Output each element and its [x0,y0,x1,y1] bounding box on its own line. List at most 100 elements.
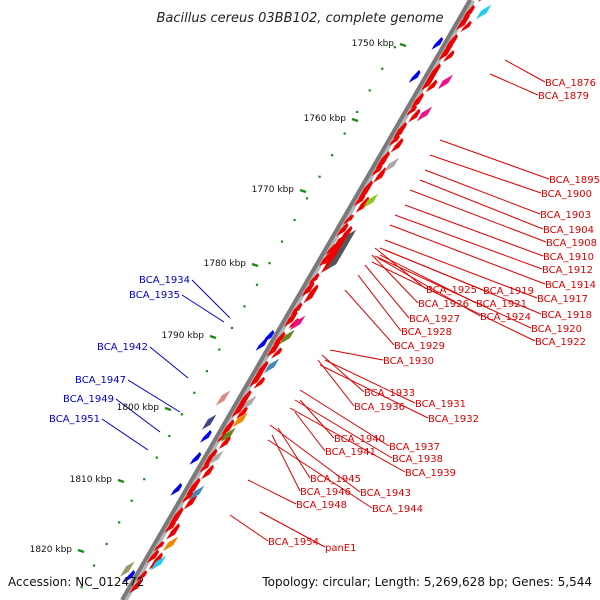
kbp-tick-label: 1760 kbp [304,114,347,124]
gene-labels: BCA_1934 BCA_1935 BCA_1942 BCA_1947 BCA_1949… [49,78,600,554]
kbp-tick-mark [164,406,172,412]
reverse-gene-arrow [153,541,165,552]
reverse-gene-label: BCA_1954 [268,537,319,548]
reverse-gene-label: BCA_1944 [372,504,423,515]
reverse-gene-arrow [425,79,438,93]
kbp-ticks: 1750 kbp 1760 kbp 1770 kbp 1780 kbp 1790 kbp… [30,39,407,555]
scale-dot [230,326,234,330]
scale-dot [268,262,271,265]
forward-gene-arrow [431,36,444,50]
reverse-gene-label: BCA_1948 [296,500,347,511]
reverse-gene-label: BCA_1932 [428,414,479,425]
reverse-gene-arrow [203,448,218,466]
reverse-gene-arrow [357,180,374,200]
colored-gene-box [437,74,454,90]
reverse-leader-line [394,214,543,270]
reverse-gene-arrow [273,331,286,346]
reverse-leader-line [364,264,410,319]
reverse-gene-label: BCA_1903 [540,210,591,221]
reverse-gene-arrow [238,389,252,406]
kbp-tick-label: 1790 kbp [162,331,205,341]
scale-dot [255,283,259,286]
forward-gene-arrow [189,451,202,465]
reverse-gene-label: BCA_1895 [549,175,600,186]
scale-dot [218,348,221,351]
reverse-gene-arrow [253,376,266,389]
colored-gene-box [263,358,280,374]
reverse-gene-label: BCA_1900 [541,189,592,200]
reverse-gene-arrow [290,302,303,316]
scale-dot [168,434,171,438]
reverse-gene-label: BCA_1924 [480,312,531,323]
reverse-gene-arrow [148,552,163,570]
reverse-leader-line [404,204,544,257]
gene-block-red [323,232,349,265]
kbp-tick-mark [77,548,85,554]
scale-dot [93,564,96,567]
colored-gene-box [362,193,379,209]
scale-dot [180,413,183,416]
reverse-gene-label: BCA_1941 [325,447,376,458]
reverse-gene-label: BCA_1925 [426,285,477,296]
reverse-gene-label: BCA_1930 [383,356,434,367]
kbp-tick-mark [399,42,407,48]
reverse-gene-arrow [443,50,455,63]
reverse-leader-line [357,274,402,332]
colored-gene-box [383,157,400,173]
reverse-gene-arrow [283,310,298,327]
scale-dot [80,586,83,589]
reverse-leader-line [319,364,429,419]
forward-leader-line [149,346,189,379]
reverse-leader-line [439,139,550,180]
reverse-leader-line [269,424,361,493]
accession-text: Accession: NC_012472 [8,575,144,589]
reverse-gene-label: panE1 [325,543,357,554]
colored-gene-box [416,106,433,122]
reverse-gene-arrow [266,339,281,357]
forward-gene-box [201,414,217,430]
reverse-leader-line [267,439,373,509]
scale-dot [293,218,296,222]
reverse-leader-line [289,407,406,473]
reverse-gene-label: BCA_1910 [543,252,594,263]
forward-gene-arrow [123,569,136,583]
reverse-leader-line [504,59,546,83]
reverse-leader-line [277,427,311,479]
gene-block-gray [325,229,357,271]
reverse-gene-arrow [303,284,319,304]
scale-dot [155,456,158,459]
kbp-tick-mark [251,262,259,268]
genome-backbone [120,0,476,600]
kbp-tick-label: 1770 kbp [252,185,295,195]
reverse-leader-line [321,354,365,393]
scale-dot [130,499,133,502]
reverse-gene-label: BCA_1920 [531,324,582,335]
reverse-gene-arrow [183,493,197,510]
reverse-gene-arrow [408,108,421,123]
reverse-gene-arrow [201,464,214,480]
reverse-gene-arrow [478,0,482,2]
scale-dot [331,154,334,157]
reverse-leader-line [294,411,326,452]
reverse-gene-label: BCA_1929 [394,341,445,352]
reverse-gene-arrow [406,105,418,116]
reverse-leader-line [489,73,539,96]
reverse-leader-line [374,247,427,290]
reverse-gene-arrow [353,193,366,207]
scale-dot [143,478,146,481]
reverse-gene-label: BCA_1940 [334,434,385,445]
reverse-gene-arrow [185,477,201,496]
colored-gene-box [150,555,167,571]
reverse-leader-line [377,257,481,317]
reverse-leader-line [344,289,395,346]
scale-dot [305,197,309,200]
reverse-gene-label: BCA_1927 [409,314,460,325]
scale-dot [193,391,196,394]
scale-dot [356,110,359,114]
kbp-tick-mark [117,478,125,484]
backbone-line [120,0,472,600]
reverse-leader-line [429,154,542,194]
genome-summary-text: Topology: circular; Length: 5,269,628 bp… [261,575,592,589]
kbp-tick-mark [351,117,359,123]
